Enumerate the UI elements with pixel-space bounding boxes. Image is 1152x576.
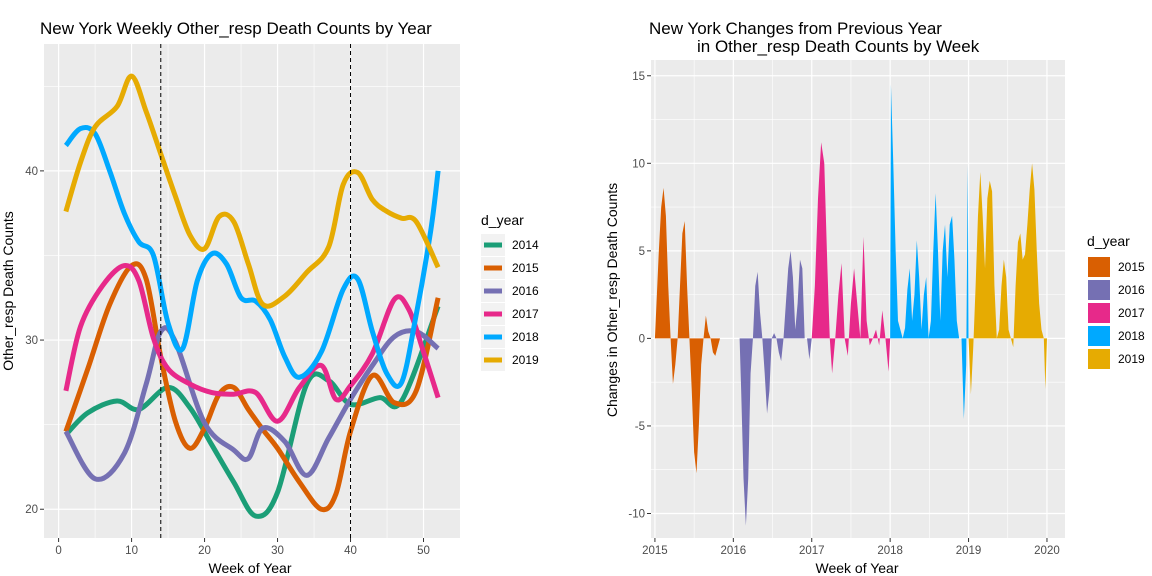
x-tick-label: 30 xyxy=(271,545,284,557)
x-tick-label: 2018 xyxy=(877,545,903,557)
x-tick-label: 2020 xyxy=(1034,545,1060,557)
x-tick-label: 2019 xyxy=(956,545,982,557)
x-tick-label: 2016 xyxy=(721,545,747,557)
left-chart-title: New York Weekly Other_resp Death Counts … xyxy=(40,19,432,38)
legend-label-2018: 2018 xyxy=(512,330,539,344)
left-y-axis-title: Other_resp Death Counts xyxy=(0,211,16,371)
legend-key-2018 xyxy=(1088,326,1110,346)
legend-key-2019 xyxy=(1088,349,1110,369)
left-gridlines xyxy=(44,44,460,538)
series-line-2016 xyxy=(63,325,440,482)
x-tick-label: 0 xyxy=(55,545,61,557)
legend-label-2017: 2017 xyxy=(512,307,539,321)
right-chart-subtitle: in Other_resp Death Counts by Week xyxy=(697,37,980,56)
left-reference-lines xyxy=(160,44,352,538)
right-x-axis: 2015 2016 2017 2018 2019 2020 xyxy=(642,538,1060,557)
legend-label-2016: 2016 xyxy=(1118,283,1145,297)
left-legend-items: 2014 2015 2016 2017 2018 2019 xyxy=(481,234,539,371)
legend-label-2016: 2016 xyxy=(512,284,539,298)
x-tick-label: 50 xyxy=(417,545,430,557)
x-tick-label: 20 xyxy=(198,545,211,557)
series-area-2019 xyxy=(968,163,1047,395)
right-legend-title: d_year xyxy=(1087,233,1130,249)
series-line-2019 xyxy=(63,73,441,309)
x-tick-label: 2015 xyxy=(642,545,668,557)
right-legend: d_year 2015 2016 2017 2018 2019 xyxy=(1087,233,1145,369)
right-series-group xyxy=(654,84,1047,526)
left-x-axis: 0 10 20 30 40 50 xyxy=(55,538,430,557)
legend-key-2017 xyxy=(1088,303,1110,323)
right-x-axis-title: Week of Year xyxy=(815,560,898,576)
y-tick-label: 30 xyxy=(25,335,38,347)
y-tick-label: 0 xyxy=(639,333,645,345)
left-x-axis-title: Week of Year xyxy=(208,560,291,576)
y-tick-label: 20 xyxy=(25,504,38,516)
legend-label-2017: 2017 xyxy=(1118,306,1145,320)
legend-label-2019: 2019 xyxy=(1118,352,1145,366)
legend-label-2015: 2015 xyxy=(1118,260,1145,274)
x-tick-label: 40 xyxy=(344,545,357,557)
x-tick-label: 2017 xyxy=(799,545,825,557)
right-y-axis: -10 -5 0 5 10 15 xyxy=(628,71,651,520)
series-area-2015 xyxy=(654,187,734,474)
left-chart: New York Weekly Other_resp Death Counts … xyxy=(0,19,539,576)
series-area-2017 xyxy=(811,142,891,374)
legend-key-2015 xyxy=(1088,257,1110,277)
series-area-2018 xyxy=(890,84,969,419)
y-tick-label: -10 xyxy=(628,508,645,520)
series-line-2014 xyxy=(64,305,441,519)
right-chart-title: New York Changes from Previous Year xyxy=(649,19,942,38)
y-tick-label: 40 xyxy=(25,166,38,178)
legend-label-2014: 2014 xyxy=(512,238,539,252)
left-legend-title: d_year xyxy=(481,212,524,228)
series-area-2016 xyxy=(733,250,812,526)
y-tick-label: -5 xyxy=(635,421,645,433)
series-line-2018 xyxy=(63,124,441,389)
legend-label-2019: 2019 xyxy=(512,353,539,367)
left-series-group xyxy=(63,73,441,519)
x-tick-label: 10 xyxy=(125,545,138,557)
left-legend: d_year 2014 2015 2016 2017 2018 2019 xyxy=(481,212,539,371)
series-line-2017 xyxy=(63,263,441,424)
right-gridlines xyxy=(651,60,1065,538)
y-tick-label: 5 xyxy=(639,246,645,258)
y-tick-label: 10 xyxy=(632,158,645,170)
legend-label-2015: 2015 xyxy=(512,261,539,275)
legend-key-2016 xyxy=(1088,280,1110,300)
y-tick-label: 15 xyxy=(632,71,645,83)
right-plot-panel xyxy=(651,60,1065,538)
right-y-axis-title: Changes in Other_resp Death Counts xyxy=(604,183,620,417)
right-legend-items: 2015 2016 2017 2018 2019 xyxy=(1088,257,1145,369)
left-y-axis: 20 30 40 xyxy=(25,166,44,516)
legend-label-2018: 2018 xyxy=(1118,329,1145,343)
right-chart: New York Changes from Previous Year in O… xyxy=(604,19,1145,576)
